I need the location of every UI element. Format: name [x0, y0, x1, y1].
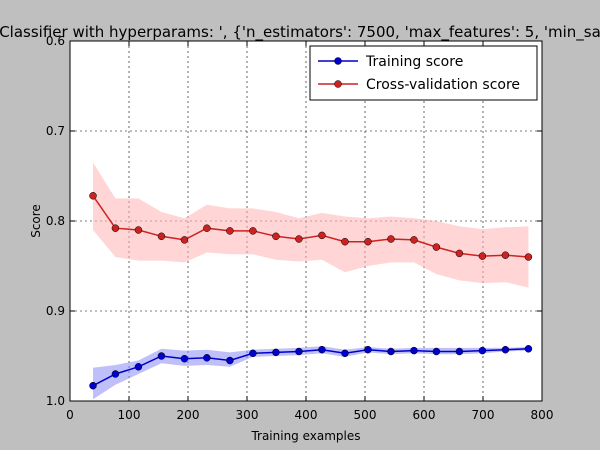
x-tick-label: 500	[354, 408, 377, 422]
training-score-point	[501, 345, 510, 354]
legend-cv-marker	[334, 80, 342, 88]
x-axis-ticks: 0 100 200 300 400 500 600 700 800	[66, 41, 553, 422]
cv-score-point	[524, 253, 533, 261]
cv-score-point	[478, 252, 487, 260]
legend-box	[309, 45, 538, 101]
training-score-point	[455, 347, 464, 356]
confidence-bands	[93, 162, 529, 400]
x-tick-label: 100	[118, 408, 141, 422]
cv-score-point	[318, 231, 326, 240]
training-score-point	[341, 349, 349, 358]
training-score-point	[180, 354, 189, 363]
cv-score-point	[249, 227, 257, 235]
y-tick-label: 0.7	[46, 124, 65, 138]
x-tick-label: 700	[472, 408, 495, 422]
cv-score-point	[341, 237, 349, 246]
cv-score-point	[295, 235, 303, 243]
legend-training-marker	[334, 57, 342, 65]
cv-score-band	[93, 162, 529, 288]
legend-training-label: Training score	[365, 54, 463, 70]
training-score-point	[89, 381, 97, 390]
cv-score-point	[387, 235, 395, 243]
series-markers	[89, 192, 533, 390]
training-score-point	[387, 347, 395, 356]
training-score-line	[92, 348, 529, 387]
training-score-point	[295, 347, 303, 356]
x-tick-label: 600	[413, 408, 436, 422]
legend-cv-label: Cross-validation score	[366, 77, 520, 93]
x-tick-label: 300	[236, 408, 259, 422]
cv-score-point	[157, 232, 166, 241]
y-tick-label: 0.8	[46, 214, 65, 228]
y-tick-label: 0.6	[46, 34, 65, 48]
x-tick-label: 800	[531, 408, 554, 422]
x-axis-label: Training examples	[250, 429, 360, 443]
cv-score-point	[272, 232, 280, 241]
training-score-point	[410, 346, 418, 355]
x-tick-label: 200	[177, 408, 200, 422]
cv-score-point	[432, 243, 441, 251]
training-score-point	[157, 352, 166, 360]
legend: Training score Cross-validation score	[309, 45, 538, 101]
cv-score-point	[111, 224, 120, 232]
chart-title: Classifier with hyperparams: ', {'n_esti…	[0, 23, 600, 42]
cv-score-point	[180, 236, 189, 244]
cv-score-point	[203, 224, 211, 232]
training-score-point	[249, 349, 257, 358]
training-score-point	[203, 354, 211, 362]
y-axis-ticks: 0.6 0.7 0.8 0.9 1.0	[46, 34, 542, 408]
y-axis-label: Score	[29, 204, 43, 238]
cv-score-point	[226, 227, 234, 235]
training-score-point	[318, 345, 326, 354]
training-score-point	[111, 370, 120, 378]
cv-score-point	[89, 192, 97, 200]
x-tick-label: 400	[295, 408, 318, 422]
cv-score-line	[92, 195, 529, 258]
y-tick-label: 0.9	[46, 304, 65, 318]
training-score-point	[432, 347, 441, 356]
cv-score-point	[410, 236, 418, 244]
x-tick-label: 0	[66, 408, 74, 422]
cv-score-point	[134, 226, 143, 234]
series-lines	[92, 195, 529, 387]
cv-score-point	[364, 237, 372, 246]
training-score-point	[226, 356, 234, 365]
cv-score-point	[455, 249, 464, 258]
training-score-point	[364, 345, 372, 354]
training-score-point	[134, 363, 143, 371]
training-score-point	[524, 345, 533, 353]
training-score-point	[272, 348, 280, 357]
training-score-point	[478, 346, 487, 355]
training-score-band	[93, 346, 529, 400]
y-tick-label: 1.0	[46, 394, 65, 408]
cv-score-point	[501, 251, 510, 259]
